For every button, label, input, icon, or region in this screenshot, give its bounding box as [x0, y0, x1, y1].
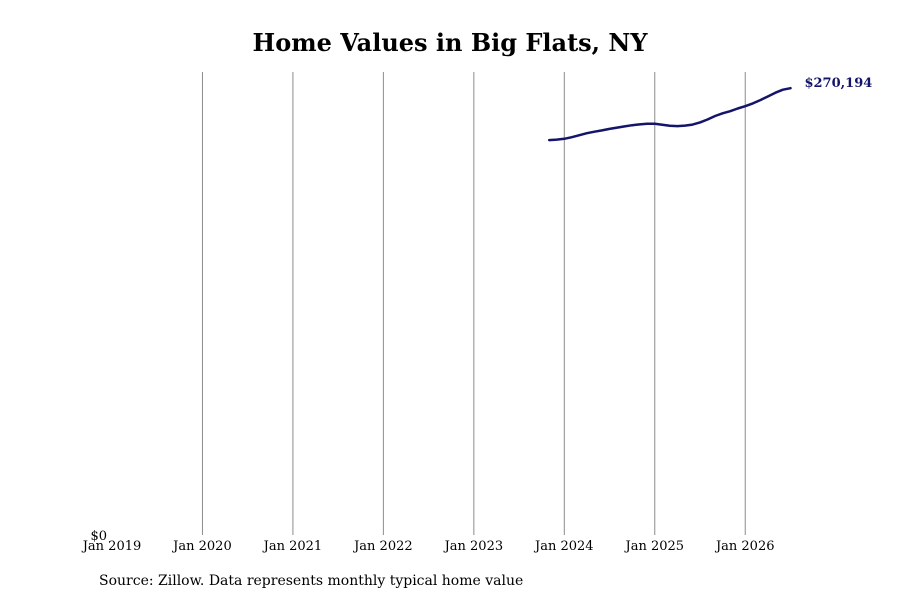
source-note: Source: Zillow. Data represents monthly … — [99, 573, 524, 589]
tick-labels: Jan 2019 Jan 2020 Jan 2021 Jan 2022 Jan 2023… — [81, 76, 873, 554]
chart-title: Home Values in Big Flats, NY — [252, 28, 648, 57]
x-tick-label: Jan 2026 — [714, 539, 775, 554]
x-tick-label: Jan 2025 — [623, 539, 684, 554]
x-tick-label: Jan 2020 — [171, 539, 232, 554]
series-layer — [547, 86, 792, 142]
x-tick-label: Jan 2024 — [533, 539, 594, 554]
y-tick-label: $0 — [90, 529, 107, 544]
series-line — [547, 86, 792, 142]
gridlines — [201, 72, 746, 535]
x-tick-label: Jan 2021 — [262, 539, 323, 554]
x-tick-label: Jan 2019 — [81, 539, 142, 554]
x-tick-label: Jan 2023 — [443, 539, 504, 554]
x-tick-label: Jan 2022 — [352, 539, 413, 554]
end-value-label: $270,194 — [804, 76, 872, 91]
